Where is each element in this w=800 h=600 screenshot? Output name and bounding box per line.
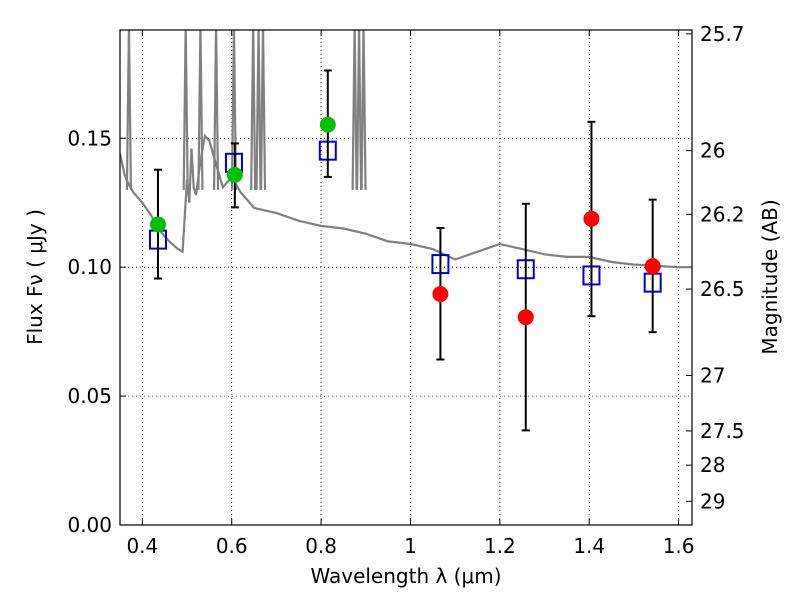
emission-line-spike (197, 30, 204, 190)
y-tick-label: 0.15 (67, 126, 112, 150)
y-tick-label: 0.10 (67, 255, 112, 279)
emission-line-spike (250, 30, 257, 190)
x-axis-label: Wavelength λ (μm) (310, 564, 501, 588)
x-tick-label: 1.4 (573, 534, 605, 558)
x-tick-label: 1.6 (663, 534, 695, 558)
emission-line-spike (351, 30, 358, 190)
y-tick-label: 0.00 (67, 513, 112, 537)
green-data-point (226, 166, 243, 183)
y-tick-label: 0.05 (67, 384, 112, 408)
y2-tick-label: 27.5 (700, 419, 745, 443)
clipped-area (120, 30, 692, 432)
y2-tick-label: 28 (700, 453, 725, 477)
emission-line-spike (125, 30, 133, 190)
emission-line-spike (259, 30, 267, 190)
x-tick-label: 1 (404, 534, 417, 558)
y-axis-label: Flux Fν ( μJy ) (23, 209, 47, 345)
red-data-point (583, 210, 600, 227)
x-tick-label: 0.4 (126, 534, 158, 558)
green-data-point (149, 216, 166, 233)
plot-frame (119, 29, 693, 526)
emission-line-spike (212, 30, 220, 190)
red-data-point (644, 258, 661, 275)
plot-area (120, 30, 692, 432)
emission-line-spike (355, 30, 363, 190)
x-tick-label: 1.2 (484, 534, 516, 558)
y2-tick-label: 26.5 (700, 277, 745, 301)
x-tick-label: 0.8 (305, 534, 337, 558)
y2-tick-label: 26.2 (700, 202, 745, 226)
emission-line-spike (230, 30, 238, 190)
red-data-point (517, 309, 534, 326)
y2-tick-label: 26 (700, 139, 725, 163)
emission-line-spike (360, 30, 367, 190)
y2-tick-label: 29 (700, 489, 725, 513)
x-tick-label: 0.6 (216, 534, 248, 558)
model-spectrum-line (120, 133, 692, 269)
y2-axis-label: Magnitude (AB) (758, 199, 782, 354)
grid (120, 30, 692, 525)
red-data-point (432, 286, 449, 302)
axes: 0.4 0.6 0.8 1 1.2 1.4 1.6 0.00 0.05 0.10 0.15 25.7 2… (67, 22, 744, 558)
green-data-point (319, 116, 336, 133)
y2-tick-label: 27 (700, 363, 725, 387)
y2-tick-label: 25.7 (700, 22, 745, 46)
emission-line-spike (255, 30, 262, 190)
emission-line-spike (182, 30, 189, 190)
